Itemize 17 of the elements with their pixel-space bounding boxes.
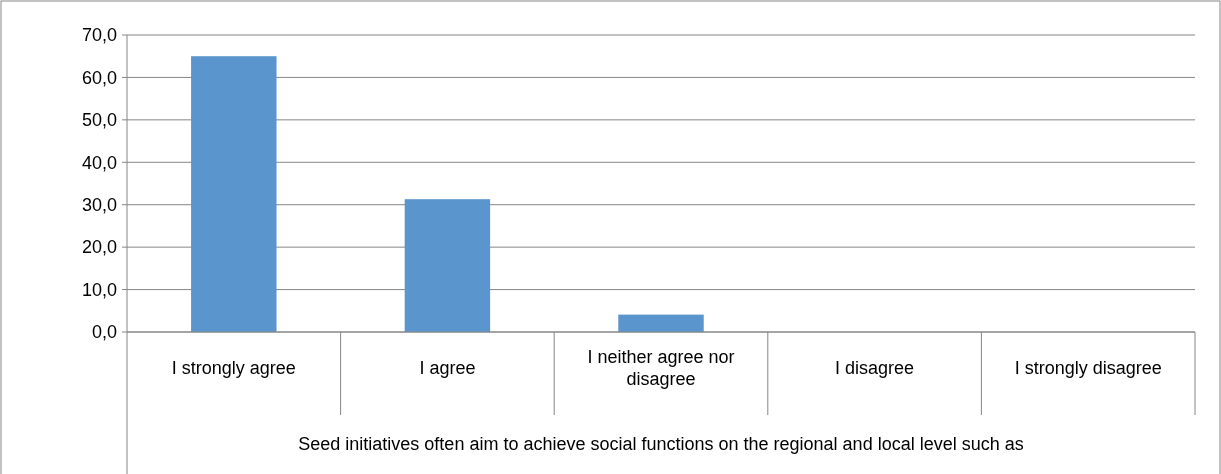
bar [191,56,277,332]
bar [404,199,491,332]
bar [618,314,704,332]
y-tick-label: 10,0 [81,279,117,300]
x-tick-label: I agree [419,358,476,379]
y-tick-label: 40,0 [81,152,117,173]
x-tick-label: I neither agree nor disagree [587,347,735,390]
y-tick-label: 30,0 [81,195,117,216]
y-tick-label: 20,0 [81,237,117,258]
x-tick-label: I disagree [835,358,915,379]
y-tick-label: 60,0 [81,67,117,88]
y-tick-label: 50,0 [81,110,117,131]
y-tick-label: 0,0 [91,322,117,343]
y-tick-label: 70,0 [81,25,117,46]
x-axis-title: Seed initiatives often aim to achieve social functions on the regional and local level such as [298,434,1024,454]
x-tick-label: I strongly disagree [1014,358,1162,379]
x-tick-label: I strongly agree [171,358,296,379]
